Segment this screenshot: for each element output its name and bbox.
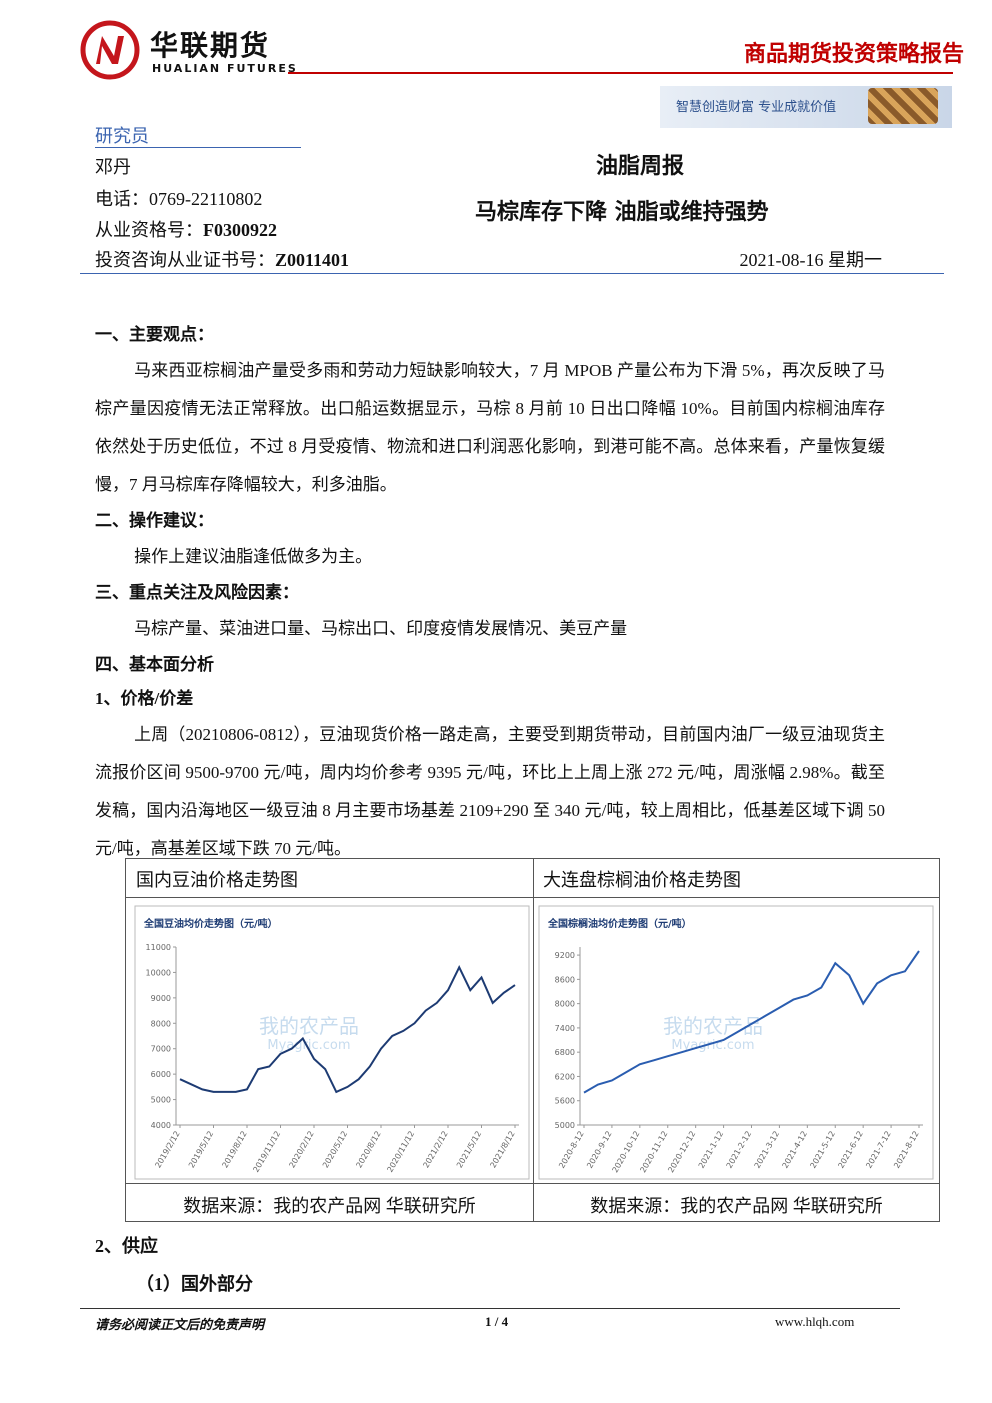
chart: 全国豆油均价走势图（元/吨）我的农产品Myagric.com4000500060… bbox=[134, 905, 530, 1180]
y-tick-label: 8000 bbox=[151, 1019, 171, 1028]
row-divider bbox=[126, 897, 939, 898]
chart: 全国棕榈油均价走势图（元/吨）我的农产品Myagric.com500056006… bbox=[538, 905, 934, 1180]
figure-caption: 大连盘棕榈油价格走势图 bbox=[543, 870, 741, 890]
logo-en: HUALIAN FUTURES bbox=[152, 62, 298, 75]
figure-caption: 国内豆油价格走势图 bbox=[136, 870, 298, 890]
supply-sub: （1）国外部分 bbox=[136, 1274, 253, 1294]
chart-title: 全国豆油均价走势图（元/吨） bbox=[143, 917, 278, 930]
watermark: 我的农产品 bbox=[259, 1014, 359, 1038]
date: 2021-08-16 星期一 bbox=[739, 250, 883, 270]
cert-label: 投资咨询从业证书号： bbox=[95, 250, 275, 270]
researcher-name: 邓丹 bbox=[95, 157, 131, 177]
paragraph: 马来西亚棕榈油产量受多雨和劳动力短缺影响较大，7 月 MPOB 产量公布为下滑 … bbox=[95, 361, 885, 494]
website: www.hlqh.com bbox=[775, 1314, 855, 1329]
section-heading: 四、基本面分析 bbox=[95, 655, 214, 674]
y-tick-label: 5600 bbox=[555, 1097, 575, 1106]
y-tick-label: 10000 bbox=[146, 968, 171, 977]
price-line bbox=[179, 965, 516, 1094]
y-tick-label: 9000 bbox=[151, 994, 171, 1003]
researcher-rule bbox=[95, 147, 301, 148]
y-tick-label: 5000 bbox=[151, 1096, 171, 1105]
header-bottom-rule bbox=[80, 273, 944, 274]
chart-frame bbox=[538, 905, 934, 1180]
title: 油脂周报 bbox=[596, 154, 685, 179]
report-type: 商品期货投资策略报告 bbox=[743, 42, 964, 67]
body: 一、主要观点： 马来西亚棕榈油产量受多雨和劳动力短缺影响较大，7 月 MPOB 产… bbox=[95, 318, 885, 868]
y-tick-label: 7400 bbox=[555, 1024, 575, 1033]
qual-number: F0300922 bbox=[203, 220, 277, 240]
section-heading: 1、价格/价差 bbox=[95, 689, 194, 708]
y-tick-label: 7000 bbox=[151, 1045, 171, 1054]
logo-icon bbox=[80, 20, 140, 80]
paragraph: 马棕产量、菜油进口量、马棕出口、印度疫情发展情况、美豆产量 bbox=[134, 619, 628, 638]
slogan-box: 智慧创造财富 专业成就价值 bbox=[660, 86, 952, 128]
y-tick-label: 8600 bbox=[555, 975, 575, 984]
chart-frame bbox=[134, 905, 530, 1180]
certificate: 投资咨询从业证书号：Z0011401 bbox=[95, 246, 349, 272]
page-number: 1 / 4 bbox=[485, 1314, 509, 1329]
researcher-label: 研究员 bbox=[95, 126, 149, 146]
chart-title: 全国棕榈油均价走势图（元/吨） bbox=[547, 917, 692, 930]
y-tick-label: 9200 bbox=[555, 951, 575, 960]
section-heading: 二、操作建议： bbox=[95, 511, 214, 530]
qual-label: 从业资格号： bbox=[95, 220, 203, 240]
section-heading: 三、重点关注及风险因素： bbox=[95, 583, 299, 602]
logo-cn: 华联期货 bbox=[150, 29, 271, 62]
y-tick-label: 5000 bbox=[555, 1121, 575, 1130]
y-tick-label: 8000 bbox=[555, 1000, 575, 1009]
y-tick-label: 4000 bbox=[151, 1121, 171, 1130]
paragraph: 操作上建议油脂逢低做多为主。 bbox=[134, 547, 373, 566]
y-tick-label: 6200 bbox=[555, 1072, 575, 1081]
y-tick-label: 6000 bbox=[151, 1070, 171, 1079]
footer-rule bbox=[80, 1308, 900, 1309]
figure-table: 国内豆油价格走势图 大连盘棕榈油价格走势图 数据来源：我的农产品网 华联研究所 … bbox=[125, 858, 940, 1222]
cert-number: Z0011401 bbox=[275, 250, 350, 270]
figure-source: 数据来源：我的农产品网 华联研究所 bbox=[590, 1196, 883, 1216]
row-divider bbox=[126, 1183, 939, 1184]
qualification: 从业资格号：F0300922 bbox=[95, 216, 277, 242]
figure-source: 数据来源：我的农产品网 华联研究所 bbox=[183, 1196, 476, 1216]
subtitle: 马棕库存下降 油脂或维持强势 bbox=[475, 200, 769, 225]
disclaimer: 请务必阅读正文后的免责声明 bbox=[95, 1317, 265, 1332]
slogan: 智慧创造财富 专业成就价值 bbox=[676, 100, 837, 115]
section-heading: 一、主要观点： bbox=[95, 325, 214, 344]
y-tick-label: 11000 bbox=[146, 943, 171, 952]
col-divider bbox=[533, 859, 534, 1221]
y-tick-label: 6800 bbox=[555, 1048, 575, 1057]
price-line bbox=[583, 950, 920, 1094]
supply-heading: 2、供应 bbox=[95, 1236, 158, 1256]
header-rule bbox=[288, 72, 953, 74]
slogan-image bbox=[868, 88, 938, 124]
paragraph: 上周（20210806-0812），豆油现货价格一路走高，主要受到期货带动，目前… bbox=[95, 725, 885, 858]
phone: 电话：0769-22110802 bbox=[95, 189, 263, 209]
